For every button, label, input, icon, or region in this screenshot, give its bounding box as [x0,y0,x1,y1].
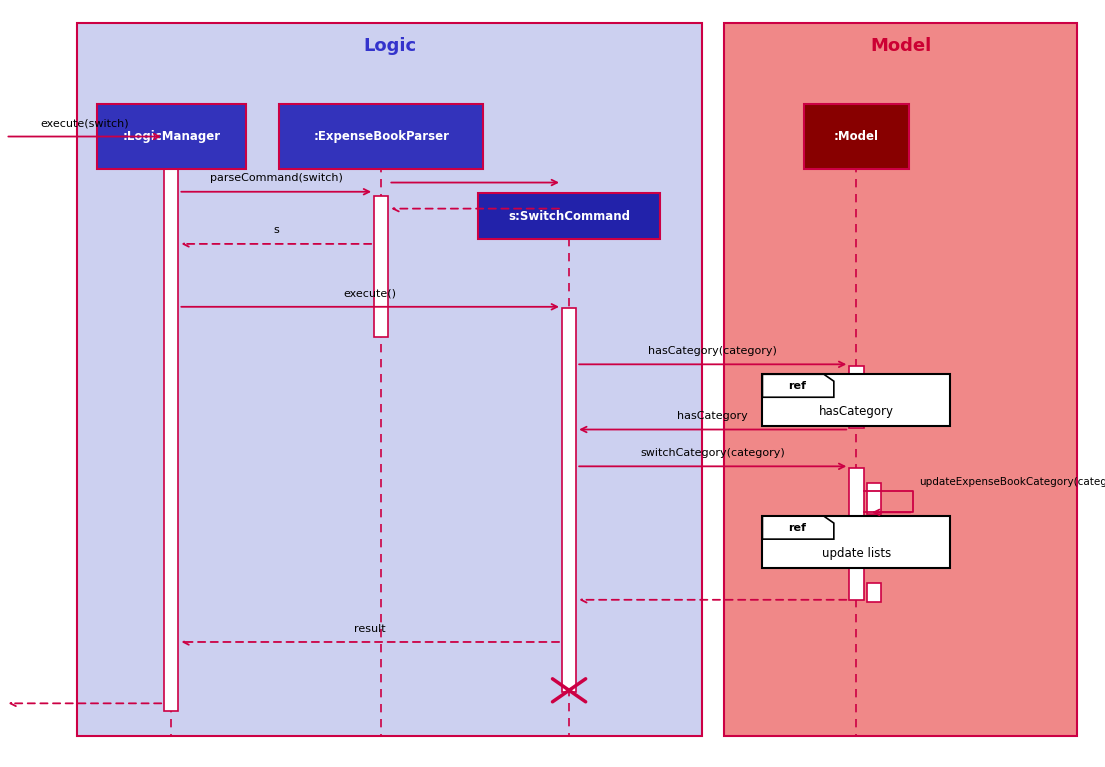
Text: s:SwitchCommand: s:SwitchCommand [508,210,630,222]
Text: execute(switch): execute(switch) [41,118,129,128]
FancyBboxPatch shape [850,366,864,428]
FancyBboxPatch shape [373,196,389,337]
FancyBboxPatch shape [804,104,908,169]
Text: switchCategory(category): switchCategory(category) [641,448,785,458]
FancyBboxPatch shape [97,104,246,169]
Text: execute(): execute() [344,288,397,298]
Text: :Model: :Model [834,130,878,143]
Polygon shape [762,374,834,397]
FancyBboxPatch shape [165,138,179,711]
Text: hasCategory: hasCategory [677,411,748,421]
FancyBboxPatch shape [562,308,577,692]
FancyBboxPatch shape [478,193,661,239]
Text: :ExpenseBookParser: :ExpenseBookParser [313,130,450,143]
Text: ref: ref [788,380,806,390]
Text: :LogicManager: :LogicManager [123,130,220,143]
Text: result: result [355,624,386,634]
Text: update lists: update lists [822,547,891,560]
FancyBboxPatch shape [762,516,950,568]
FancyBboxPatch shape [77,23,702,736]
Text: hasCategory(category): hasCategory(category) [649,346,777,356]
Text: s: s [273,225,280,235]
FancyBboxPatch shape [866,483,882,514]
FancyBboxPatch shape [850,468,864,600]
FancyBboxPatch shape [762,374,950,426]
Polygon shape [762,516,834,539]
Text: hasCategory: hasCategory [819,405,894,418]
FancyBboxPatch shape [724,23,1077,736]
Text: ref: ref [788,522,806,532]
Text: parseCommand(switch): parseCommand(switch) [210,173,343,183]
Text: Logic: Logic [362,37,417,54]
Text: updateExpenseBookCategory(category): updateExpenseBookCategory(category) [919,477,1105,487]
Text: Model: Model [870,37,932,54]
FancyBboxPatch shape [866,583,882,602]
FancyBboxPatch shape [278,104,483,169]
FancyBboxPatch shape [562,193,577,219]
